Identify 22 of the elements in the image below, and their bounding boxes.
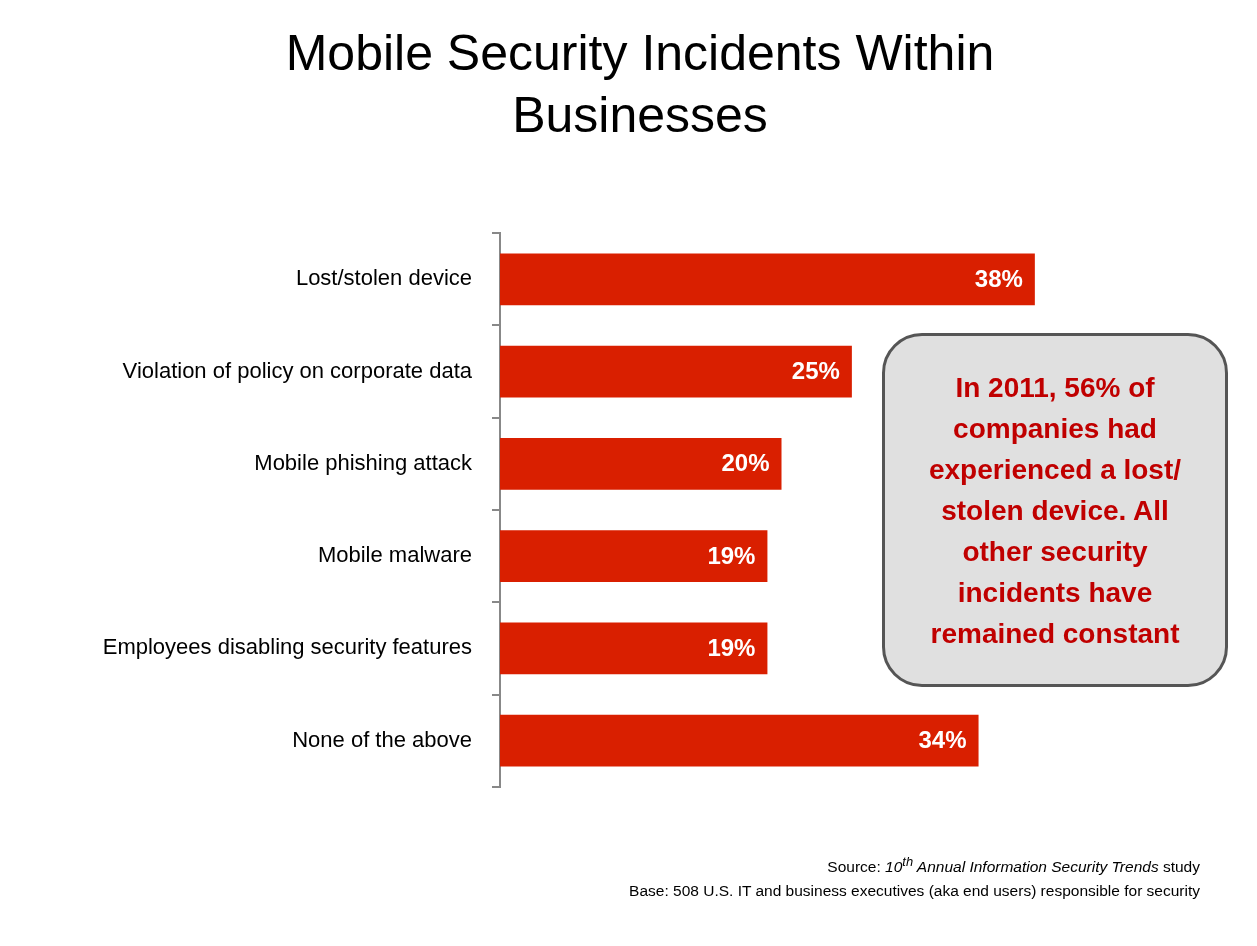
bar (500, 622, 768, 675)
bar (500, 438, 782, 490)
text: Base: 508 U.S. IT and business executives (aka end users) responsible for security (629, 881, 1200, 902)
y-tick-label: Mobile malware (317, 542, 472, 568)
data-label: 34% (918, 726, 967, 754)
data-label: 20% (721, 449, 770, 477)
y-tick-label: Mobile phishing attack (254, 449, 473, 475)
data-label: 19% (707, 541, 756, 569)
data-label: 38% (974, 264, 1023, 292)
data-label: 25% (791, 357, 840, 385)
y-tick-label: Violation of policy on corporate data (122, 357, 473, 383)
bar (500, 345, 852, 398)
bar (500, 530, 768, 582)
source-note: Source: 10$^{th}$ Annual Information Security Trends study (826, 853, 1200, 878)
bar (500, 253, 1035, 306)
data-label: 19% (707, 634, 756, 662)
chart-title: Mobile Security Incidents Within Businesses (284, 24, 996, 145)
bar (500, 714, 979, 767)
y-tick-label: None of the above (292, 726, 472, 752)
callout-box: In 2011, 56% of companies had experienced a lost/ stolen device. All other security incidents have remained constant (882, 333, 1228, 687)
y-tick-label: Employees disabling security features (102, 634, 472, 660)
y-tick-label: Lost/stolen device (295, 265, 472, 291)
